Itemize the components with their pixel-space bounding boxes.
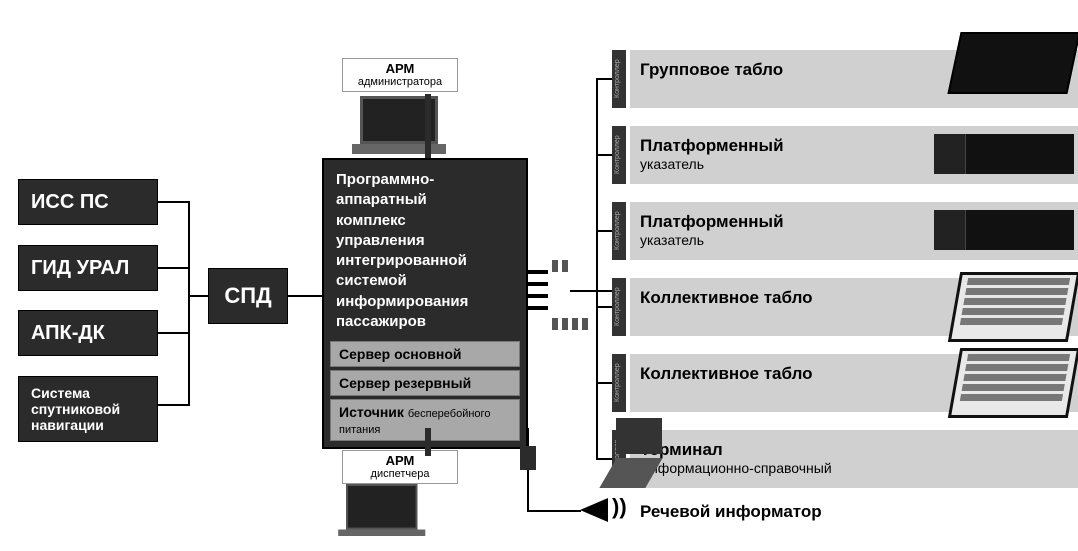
output-group-title-text: Групповое табло (640, 60, 783, 79)
controller-icon: Контроллер (612, 126, 626, 184)
output-plat2-title-text: Платформенный (640, 212, 784, 231)
source-sat-label: Система спутниковой навигации (31, 385, 120, 433)
connector-line (528, 294, 548, 298)
speaker-wave-icon: )) (612, 494, 627, 520)
laptop-icon (360, 96, 446, 154)
output-plat1-title-text: Платформенный (640, 136, 784, 155)
connector-comb (552, 260, 558, 272)
speaker-icon (580, 498, 608, 522)
connector-line (528, 306, 548, 310)
device-strip-display (934, 210, 1074, 250)
arm-bottom-sub: диспетчера (349, 468, 451, 480)
speaker-label-text: Речевой информатор (640, 502, 822, 521)
output-coll2-title-text: Коллективное табло (640, 364, 813, 383)
connector-line (425, 94, 431, 158)
controller-label: Контроллер (614, 280, 626, 334)
arm-top-title: АРМ (386, 61, 415, 76)
connector-line (188, 201, 190, 406)
core-sub3-bold: Источник (339, 404, 404, 420)
connector-comb (562, 318, 568, 330)
source-iss-label: ИСС ПС (31, 191, 109, 214)
arm-bottom-title: АРМ (386, 453, 415, 468)
connector-line (188, 295, 208, 297)
speaker-box (520, 446, 536, 470)
device-big-display (954, 32, 1074, 94)
output-coll2-title: Коллективное табло (640, 364, 813, 384)
output-coll1-title: Коллективное табло (640, 288, 813, 308)
connector-line (288, 295, 322, 297)
controller-label: Контроллер (614, 128, 626, 182)
output-plat1-title: Платформенныйуказатель (640, 136, 784, 172)
device-collective-display (954, 348, 1074, 418)
laptop-icon (346, 484, 425, 536)
arm-top-label: АРМ администратора (342, 58, 458, 92)
controller-label: Контроллер (614, 204, 626, 258)
output-coll1-title-text: Коллективное табло (640, 288, 813, 307)
spd-hub: СПД (208, 268, 288, 324)
controller-icon: Контроллер (612, 50, 626, 108)
controller-icon: Контроллер (612, 278, 626, 336)
connector-comb (582, 318, 588, 330)
device-collective-display (954, 272, 1074, 342)
connector-comb (562, 260, 568, 272)
core-sub-backup-server: Сервер резервный (330, 370, 520, 396)
source-apk-label: АПК-ДК (31, 322, 105, 345)
output-row-coll2: Контроллер Коллективное табло (596, 354, 1078, 416)
controller-label: Контроллер (614, 52, 626, 106)
connector-line (527, 470, 529, 510)
arm-bottom-label: АРМ диспетчера (342, 450, 458, 484)
connector-line (158, 332, 188, 334)
output-row-plat1: Контроллер Платформенныйуказатель (596, 126, 1078, 188)
device-terminal (592, 418, 662, 488)
core-sub-main-server: Сервер основной (330, 341, 520, 367)
connector-line (527, 510, 581, 512)
output-row-coll1: Контроллер Коллективное табло (596, 278, 1078, 340)
source-gid: ГИД УРАЛ (18, 245, 158, 291)
output-plat1-sub: указатель (640, 156, 784, 172)
source-sat: Система спутниковой навигации (18, 376, 158, 442)
connector-line (528, 270, 548, 274)
output-row-group: Контроллер Групповое табло (596, 50, 1078, 112)
connector-comb (552, 318, 558, 330)
spd-label: СПД (224, 283, 271, 309)
core-sub2-label: Сервер резервный (339, 375, 471, 391)
source-apk: АПК-ДК (18, 310, 158, 356)
arm-top-sub: администратора (349, 76, 451, 88)
device-strip-display (934, 134, 1074, 174)
controller-icon: Контроллер (612, 202, 626, 260)
connector-line (158, 404, 188, 406)
connector-line (527, 428, 528, 430)
connector-line (158, 201, 188, 203)
output-row-plat2: Контроллер Платформенныйуказатель (596, 202, 1078, 264)
core-sub1-label: Сервер основной (339, 346, 461, 362)
output-term-sub: Информационно-справочный (640, 460, 832, 476)
connector-comb (572, 318, 578, 330)
output-row-terminal: Контроллер ТерминалИнформационно-справоч… (596, 430, 1078, 492)
output-plat2-title: Платформенныйуказатель (640, 212, 784, 248)
speaker-label: Речевой информатор (640, 502, 822, 522)
connector-line (527, 428, 529, 446)
source-iss: ИСС ПС (18, 179, 158, 225)
source-gid-label: ГИД УРАЛ (31, 257, 129, 280)
connector-line (425, 428, 431, 456)
core-title: Программно- аппаратный комплекс управлен… (324, 160, 526, 338)
output-group-title: Групповое табло (640, 60, 783, 80)
connector-line (528, 282, 548, 286)
controller-label: Контроллер (614, 356, 626, 410)
controller-icon: Контроллер (612, 354, 626, 412)
core-frame: Программно- аппаратный комплекс управлен… (322, 158, 528, 449)
output-plat2-sub: указатель (640, 232, 784, 248)
output-term-title: ТерминалИнформационно-справочный (640, 440, 832, 476)
connector-line (158, 267, 188, 269)
